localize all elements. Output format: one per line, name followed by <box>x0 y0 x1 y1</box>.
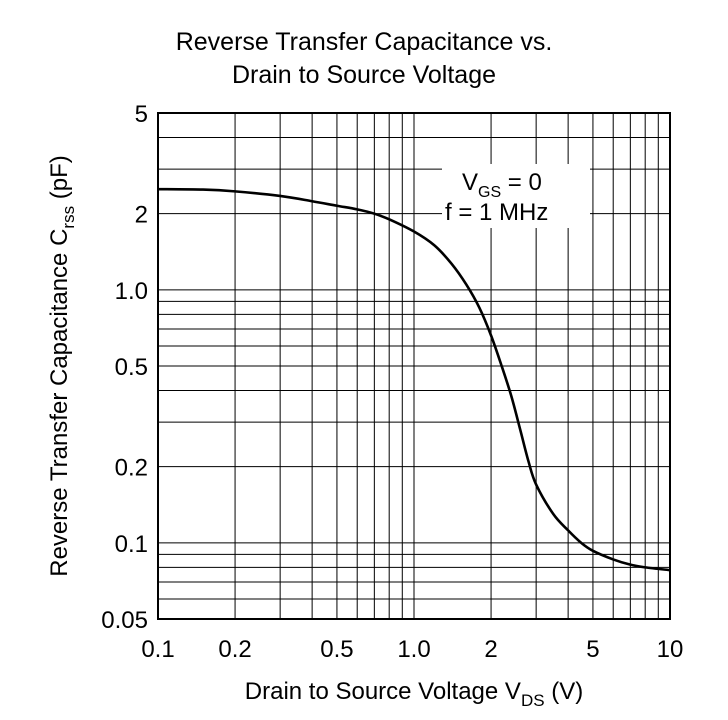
y-axis-label: Reverse Transfer Capacitance Crss (pF) <box>46 155 78 577</box>
y-tick-label: 5 <box>135 101 148 128</box>
grid <box>158 113 670 619</box>
x-tick-label: 0.1 <box>141 636 174 663</box>
x-tick-label: 2 <box>484 636 497 663</box>
y-tick-label: 0.2 <box>115 455 148 482</box>
capacitance-curve <box>157 187 671 572</box>
y-tick-label: 1.0 <box>115 278 148 305</box>
x-tick-label: 10 <box>657 636 684 663</box>
y-tick-label: 0.1 <box>115 531 148 558</box>
annotation-vgs: VGS = 0 <box>462 169 542 201</box>
chart-title-line-2: Drain to Source Voltage <box>231 61 497 89</box>
x-tick-label: 1.0 <box>397 636 430 663</box>
y-tick-label: 0.05 <box>101 607 148 634</box>
x-tick-label: 0.2 <box>218 636 251 663</box>
y-tick-label: 0.5 <box>115 354 148 381</box>
chart-title-line-1: Reverse Transfer Capacitance vs. <box>175 28 553 56</box>
annotation-frequency: f = 1 MHz <box>445 199 548 226</box>
annotation-box: VGS = 0 f = 1 MHz <box>442 164 590 228</box>
x-tick-label: 5 <box>586 636 599 663</box>
x-tick-label: 0.5 <box>320 636 353 663</box>
plot-frame <box>157 112 671 620</box>
y-tick-label: 2 <box>135 202 148 229</box>
x-axis-label: Drain to Source Voltage VDS (V) <box>245 678 583 710</box>
